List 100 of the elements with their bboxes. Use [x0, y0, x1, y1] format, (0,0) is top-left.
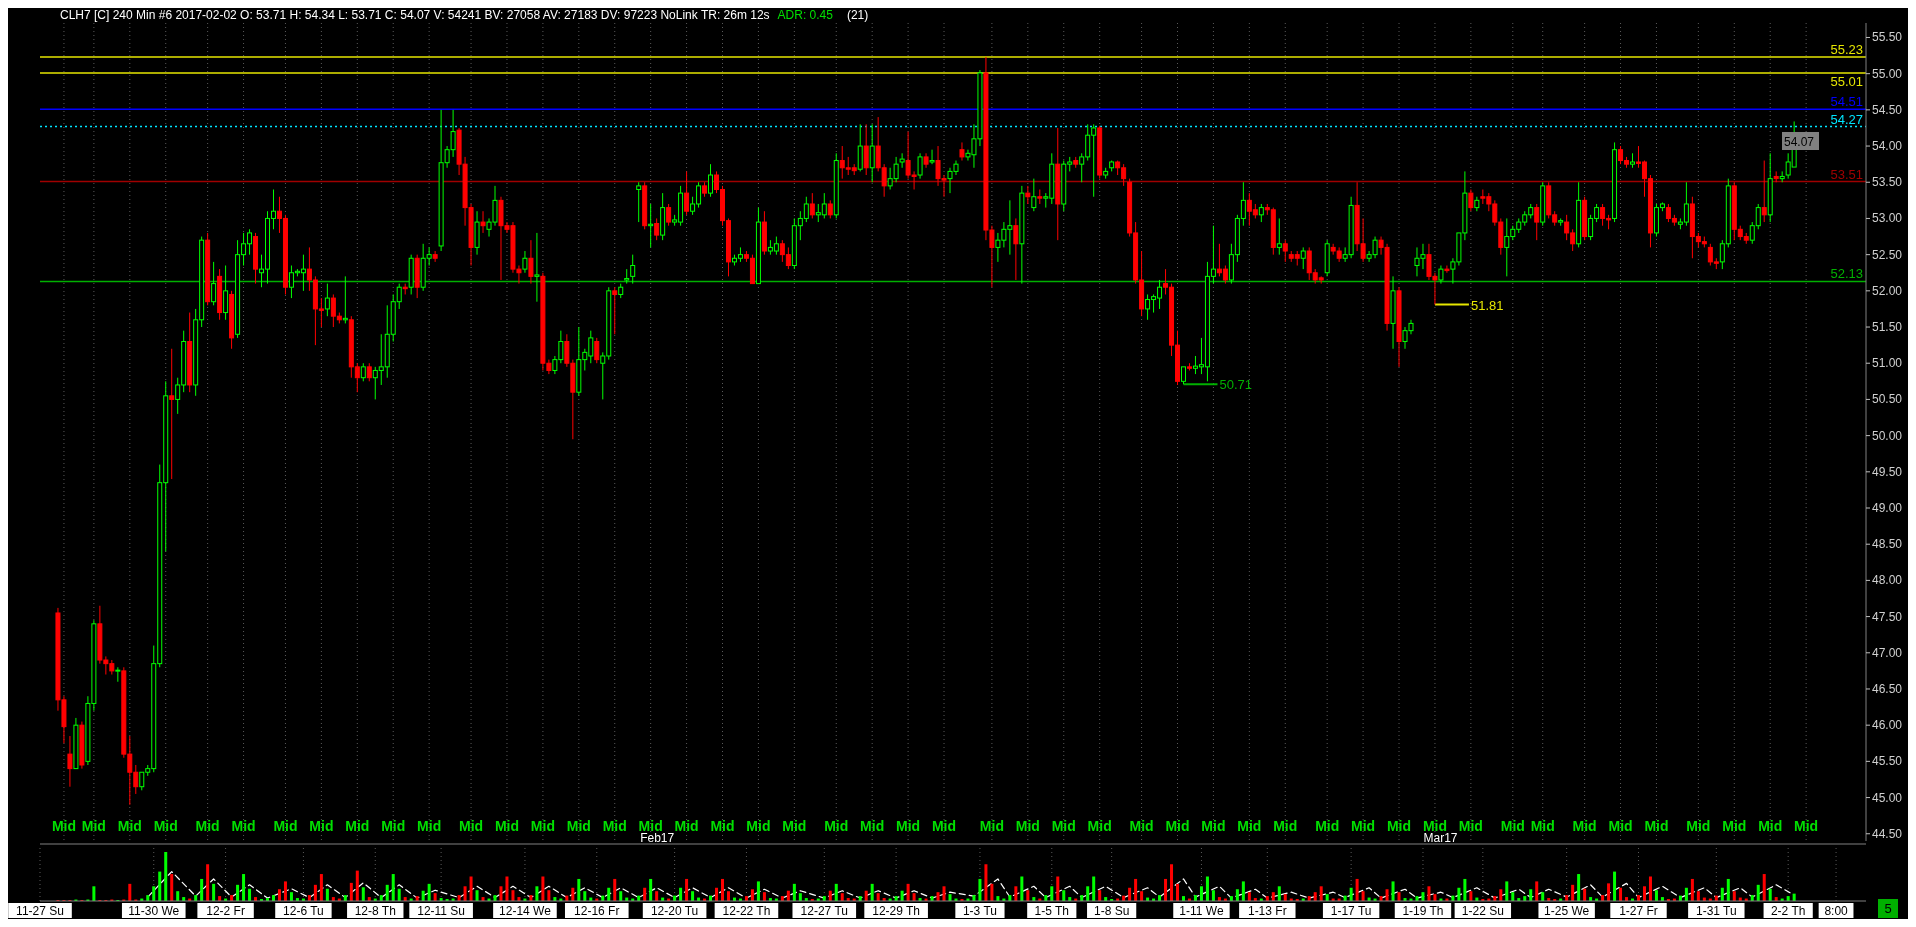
- y-tick-label: 45.00: [1872, 790, 1903, 805]
- ref-line-label: 52.13: [1830, 266, 1863, 282]
- x-tick-label: 1-3 Tu: [962, 904, 997, 918]
- y-tick-label: 50.50: [1872, 392, 1903, 407]
- x-tick-label: Mid: [494, 818, 520, 834]
- x-tick-label: Mid: [1087, 818, 1112, 834]
- x-tick-label: Mid: [602, 818, 627, 834]
- y-tick-label: 48.50: [1872, 537, 1903, 552]
- x-tick-label: Mid: [638, 818, 663, 834]
- x-tick-label: Mid: [1686, 818, 1711, 834]
- x-tick-label: Mid: [674, 818, 699, 834]
- x-tick-label: Mid: [1129, 818, 1154, 834]
- x-tick-label: Mid: [710, 818, 735, 834]
- x-tick-label: Mid: [1351, 818, 1376, 834]
- x-tick-label: 1-13 Fr: [1247, 904, 1287, 918]
- x-tick-label: Mid: [1722, 818, 1747, 834]
- x-tick-label: Mid: [1572, 818, 1597, 834]
- x-tick-label: Mid: [1644, 818, 1669, 834]
- x-tick-label: Mid: [931, 818, 957, 834]
- x-tick-label: Mid: [1458, 818, 1483, 834]
- ref-line-label: 50.71: [1219, 377, 1253, 393]
- y-tick-label: 44.50: [1872, 826, 1903, 841]
- y-tick-label: 48.00: [1872, 573, 1903, 588]
- x-tick-label: 12-2 Fr: [206, 904, 245, 918]
- annotation: Feb17: [640, 831, 675, 845]
- x-tick-label: 12-29 Th: [872, 904, 921, 918]
- x-tick-label: 8:00: [1824, 904, 1849, 918]
- x-tick-label: Mid: [1165, 818, 1190, 834]
- y-tick-label: 50.00: [1872, 428, 1903, 443]
- x-tick-label: Mid: [273, 818, 298, 834]
- x-tick-label: Mid: [530, 818, 555, 834]
- y-tick-label: 46.50: [1872, 681, 1903, 696]
- x-tick-label: Mid: [860, 818, 885, 834]
- x-tick-label: Mid: [1758, 818, 1783, 834]
- x-tick-label: Mid: [1608, 818, 1633, 834]
- x-tick-label: Mid: [1315, 818, 1340, 834]
- x-tick-label: Mid: [51, 818, 76, 834]
- x-tick-label: Mid: [1051, 818, 1076, 834]
- x-tick-label: 1-25 We: [1544, 904, 1590, 918]
- ref-line-label: 54.51: [1830, 94, 1863, 110]
- x-tick-label: Mid: [345, 818, 370, 834]
- x-tick-label: Mid: [1794, 818, 1819, 834]
- x-tick-label: Mid: [1237, 818, 1262, 834]
- y-tick-label: 52.50: [1872, 247, 1903, 262]
- x-tick-label: Mid: [1422, 818, 1447, 834]
- x-tick-label: 11-30 We: [128, 904, 180, 918]
- x-tick-label: Mid: [896, 818, 921, 834]
- y-tick-label: 55.00: [1872, 66, 1903, 81]
- y-tick-label: 45.50: [1872, 754, 1903, 769]
- x-tick-label: 1-5 Th: [1034, 904, 1070, 918]
- chart-subtitle: ADR: 0.45: [777, 8, 834, 22]
- y-tick-label: 49.50: [1872, 464, 1903, 479]
- x-tick-label: 12-16 Fr: [574, 904, 620, 918]
- x-tick-label: 1-8 Su: [1093, 904, 1130, 918]
- x-tick-label: 12-27 Tu: [800, 904, 848, 918]
- x-tick-label: Mid: [979, 818, 1004, 834]
- y-tick-label: 47.50: [1872, 609, 1903, 624]
- y-tick-label: 53.50: [1872, 175, 1903, 190]
- x-tick-label: 12-20 Tu: [650, 904, 699, 918]
- x-tick-label: Mid: [1201, 818, 1226, 834]
- x-tick-label: 12-22 Th: [722, 904, 771, 918]
- x-tick-label: Mid: [309, 818, 334, 834]
- x-tick-label: Mid: [459, 818, 484, 834]
- y-tick-label: 55.50: [1872, 30, 1903, 45]
- x-tick-label: Mid: [231, 818, 256, 834]
- x-tick-label: Mid: [195, 818, 220, 834]
- x-tick-label: Mid: [1530, 818, 1555, 834]
- text: (21): [846, 8, 869, 22]
- ref-line-label: 54.27: [1830, 111, 1863, 127]
- chart-title: CLH7 [C] 240 Min #6 2017-02-02 O: 53.71 H: 54.34 L: 53.71 C: 54.07 V: 54241 BV: 27058 AV: 27183 DV: 97223 NoLink TR: 26m 12s: [60, 8, 770, 22]
- x-tick-label: Mid: [824, 818, 849, 834]
- y-tick-label: 49.00: [1872, 501, 1903, 516]
- x-tick-label: 12-8 Th: [354, 904, 396, 918]
- x-tick-label: 1-22 Su: [1461, 904, 1504, 918]
- x-tick-label: Mid: [153, 818, 178, 834]
- x-tick-label: Mid: [746, 818, 771, 834]
- y-tick-label: 54.50: [1872, 102, 1903, 117]
- y-tick-label: 54.00: [1872, 139, 1903, 154]
- x-tick-label: 2-2 Th: [1770, 904, 1806, 918]
- x-tick-label: 1-31 Tu: [1695, 904, 1737, 918]
- x-tick-label: 1-17 Tu: [1330, 904, 1372, 918]
- y-tick-label: 51.50: [1872, 320, 1903, 335]
- ref-line-label: 55.23: [1830, 42, 1863, 58]
- y-tick-label: 51.00: [1872, 356, 1903, 371]
- x-tick-label: 1-19 Th: [1402, 904, 1444, 918]
- x-tick-label: Mid: [381, 818, 406, 834]
- x-tick-label: 12-14 We: [499, 904, 552, 918]
- y-tick-label: 47.00: [1872, 645, 1903, 660]
- x-tick-label: 1-11 We: [1179, 904, 1224, 918]
- x-tick-label: Mid: [417, 818, 442, 834]
- x-tick-label: Mid: [1015, 818, 1040, 834]
- y-tick-label: 53.00: [1872, 211, 1903, 226]
- x-tick-label: 12-6 Tu: [283, 904, 324, 918]
- x-tick-label: Mid: [1386, 818, 1412, 834]
- x-tick-label: 12-11 Su: [417, 904, 466, 918]
- x-tick-label: 11-27 Su: [16, 904, 64, 918]
- annotation: 54.07: [1784, 134, 1815, 149]
- y-tick-label: 46.00: [1872, 718, 1903, 733]
- x-tick-label: Mid: [81, 818, 106, 834]
- x-tick-label: 1-27 Fr: [1619, 904, 1658, 918]
